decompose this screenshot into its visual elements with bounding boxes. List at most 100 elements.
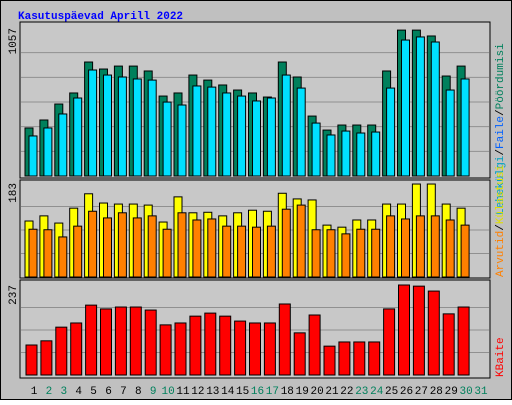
bar	[296, 204, 306, 278]
x-tick-label: 11	[176, 386, 190, 398]
bar	[383, 308, 396, 376]
bar	[204, 312, 217, 376]
x-tick-label: 17	[266, 386, 279, 398]
bar	[249, 322, 261, 376]
bar	[311, 122, 321, 177]
bar	[371, 131, 381, 177]
bar	[457, 306, 470, 376]
x-tick-label: 24	[370, 386, 384, 398]
bar	[177, 104, 187, 177]
bar	[278, 303, 291, 376]
x-tick-label: 29	[445, 386, 458, 398]
bar	[192, 219, 202, 278]
legend: Arvutid/Külastusi	[495, 164, 507, 277]
bar	[100, 308, 112, 376]
bar	[311, 229, 321, 278]
bar	[174, 322, 187, 376]
x-tick-label: 19	[296, 386, 309, 398]
legend-entry: KBaite	[495, 337, 507, 377]
bar	[117, 76, 127, 177]
x-tick-label: 31	[474, 386, 488, 398]
bar	[460, 78, 470, 177]
bar	[103, 217, 112, 278]
legend: Lehekülgi/Faile/Pöördumisi	[495, 43, 507, 215]
bar	[445, 89, 455, 177]
bar	[85, 304, 98, 376]
x-tick-label: 22	[340, 386, 353, 398]
bar	[415, 215, 425, 278]
bar	[442, 313, 455, 376]
bar	[252, 226, 261, 278]
bar	[144, 309, 157, 376]
bar	[73, 97, 83, 177]
bar	[415, 36, 425, 177]
x-tick-label: 27	[415, 386, 428, 398]
bar	[177, 212, 187, 278]
bar	[401, 39, 410, 177]
bar	[353, 341, 366, 376]
bar	[341, 130, 351, 177]
x-tick-label: 1	[31, 386, 38, 398]
legend-entry: Lehekülgi	[495, 155, 507, 215]
y-tick-label: 1057	[8, 28, 20, 54]
bar	[222, 225, 232, 278]
bar	[326, 229, 336, 278]
x-tick-label: 25	[385, 386, 398, 398]
x-tick-label: 6	[105, 386, 112, 398]
x-tick-label: 4	[75, 386, 82, 398]
y-tick-label: 237	[8, 285, 20, 305]
x-tick-label: 5	[90, 386, 97, 398]
bar	[43, 229, 53, 278]
bar	[237, 95, 247, 177]
bar	[117, 212, 127, 278]
bar	[341, 233, 351, 278]
bar	[58, 113, 68, 177]
bar	[58, 236, 68, 278]
bar	[43, 127, 53, 177]
bar	[266, 97, 276, 177]
bar	[356, 132, 366, 177]
x-tick-label: 3	[60, 386, 67, 398]
x-tick-label: 20	[310, 386, 323, 398]
bar	[398, 284, 410, 376]
bar	[281, 208, 291, 278]
x-tick-label: 21	[325, 386, 339, 398]
bar	[114, 306, 127, 376]
bar	[159, 324, 172, 376]
chart-title: Kasutuspäevad Aprill 2022	[18, 11, 183, 23]
x-tick-label: 30	[459, 386, 472, 398]
bar	[412, 285, 425, 376]
x-tick-label: 8	[135, 386, 142, 398]
x-tick-label: 26	[400, 386, 413, 398]
bar	[326, 134, 336, 177]
bar	[88, 210, 98, 278]
legend: KBaite	[495, 337, 507, 377]
bar	[147, 79, 157, 177]
bar	[129, 306, 142, 376]
bar	[207, 218, 217, 278]
x-tick-label: 2	[46, 386, 53, 398]
bar	[460, 224, 470, 278]
x-tick-label: 12	[191, 386, 204, 398]
x-tick-label: 7	[120, 386, 127, 398]
bar	[427, 290, 440, 376]
bar	[293, 332, 306, 376]
bar	[401, 218, 410, 278]
bar	[103, 74, 112, 177]
bar	[147, 215, 157, 278]
bar	[252, 100, 261, 177]
bar	[132, 78, 142, 177]
x-tick-label: 13	[206, 386, 219, 398]
bar	[338, 341, 351, 376]
x-tick-label: 16	[251, 386, 264, 398]
bar	[28, 135, 38, 177]
x-tick-label: 23	[355, 386, 368, 398]
legend-entry: Arvutid	[495, 231, 507, 277]
bar	[386, 215, 396, 278]
x-tick-label: 18	[281, 386, 294, 398]
legend-separator: /	[495, 224, 507, 231]
bar	[281, 74, 291, 177]
bar	[40, 340, 53, 376]
legend-entry: Külastusi	[495, 164, 507, 224]
